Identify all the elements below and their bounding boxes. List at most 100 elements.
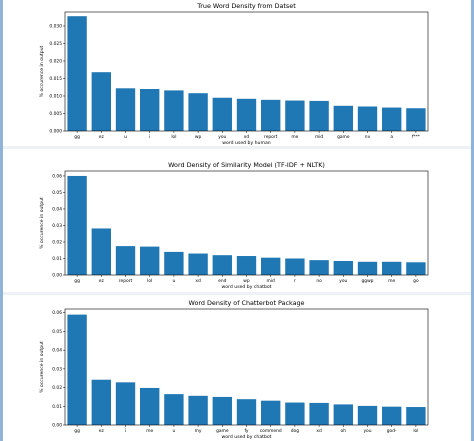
bar-mid: [309, 100, 329, 131]
x-tick-label: lol: [413, 428, 418, 434]
y-tick-label: 0.01: [52, 404, 62, 410]
y-tick-label: 0.05: [52, 190, 62, 196]
axes-frame: [64, 308, 429, 426]
bar-report: [115, 246, 136, 275]
y-tick-label: 0.00: [52, 423, 62, 429]
bar-you: [212, 97, 232, 131]
x-tick-label: wp: [195, 135, 202, 140]
chart-title: Word Density of Chatterbot Package: [189, 299, 305, 307]
x-tick-label: go: [413, 279, 419, 284]
window-frame-right: [471, 0, 474, 441]
bar-gg: [67, 175, 87, 275]
bar-me: [140, 387, 160, 425]
x-tick-label: god-: [387, 428, 397, 434]
panel-separator: [3, 146, 471, 149]
y-tick-label: 0.03: [52, 366, 62, 372]
x-tick-label: me: [291, 135, 298, 140]
axes-frame: [64, 170, 429, 276]
x-tick-label: gg: [74, 429, 80, 434]
bar-lol: [140, 246, 160, 275]
bar-wp: [188, 93, 208, 131]
x-tick-label: ez: [99, 279, 105, 284]
x-tick-label: me: [146, 429, 153, 434]
x-tick-label: dog: [291, 428, 299, 434]
x-tick-label: gg: [74, 279, 80, 284]
y-tick-label: 0.005: [49, 111, 62, 117]
bar-r: [285, 258, 305, 275]
bar-xd: [236, 98, 257, 131]
y-tick-label: 0.06: [52, 173, 62, 179]
y-tick-label: 0.030: [49, 24, 62, 30]
x-tick-label: game: [216, 429, 229, 434]
bar-mid: [261, 257, 281, 275]
x-tick-label: ggwp: [362, 279, 374, 284]
y-tick-label: 0.02: [52, 385, 62, 391]
bar-i: [115, 382, 136, 425]
x-tick-label: report: [264, 134, 278, 140]
x-tick-label: no: [316, 279, 322, 284]
chart-panel-similarity-model: Word Density of Similarity Model (TF-IDF…: [3, 149, 471, 292]
window-frame-left: [0, 0, 3, 441]
bar-report: [261, 99, 281, 131]
chart-panel-true-word-density: True Word Density from Datset gg ez u i lol wp…: [3, 0, 471, 146]
y-tick-label: 0.06: [52, 310, 62, 316]
x-tick-label: end: [218, 278, 226, 284]
x-tick-label: r: [294, 278, 296, 284]
x-tick-label: commend: [260, 428, 282, 434]
bar-a: [382, 107, 402, 131]
x-tick-label: i: [125, 428, 126, 434]
x-tick-label: you: [363, 429, 371, 434]
x-tick-label: xd: [316, 428, 322, 434]
x-tick-label: report: [119, 278, 133, 284]
y-tick-label: 0.025: [49, 41, 62, 47]
y-tick-label: 0.02: [52, 239, 62, 245]
bar-commend: [261, 400, 281, 425]
x-tick-label: lol: [171, 134, 176, 140]
bar-xd: [309, 402, 329, 425]
bar-chart: Word Density of Chatterbot Package gg ez i m…: [39, 299, 429, 440]
x-axis-label: word used by chatbot: [222, 284, 272, 290]
x-tick-label: a: [390, 135, 393, 140]
bar-lol: [164, 90, 184, 131]
bar-lol: [406, 407, 426, 425]
x-tick-label: ez: [99, 135, 105, 140]
bar-ggwp: [357, 261, 378, 275]
bar-my: [188, 395, 208, 425]
bar-u: [164, 394, 184, 425]
bar-godx: [382, 406, 402, 425]
bar-you: [357, 405, 378, 425]
bar-end: [212, 255, 232, 275]
chart-panel-chatterbot: Word Density of Chatterbot Package gg ez i m…: [3, 295, 471, 441]
x-tick-label: oh: [341, 428, 347, 434]
y-axis-label: % occurence in output: [39, 197, 45, 249]
x-tick-label: fy: [244, 428, 248, 434]
bar-chart: True Word Density from Datset gg ez u i lol wp…: [39, 2, 429, 146]
y-tick-label: 0.04: [52, 206, 62, 212]
x-tick-label: u: [173, 279, 176, 284]
bar-oh: [333, 404, 353, 425]
axes-frame: [64, 11, 429, 132]
bar-u: [164, 251, 184, 275]
bar-nv: [357, 106, 378, 131]
bar-fy: [236, 399, 257, 425]
bar-me: [382, 261, 402, 275]
bar-game: [212, 396, 232, 425]
x-tick-label: nv: [365, 135, 371, 140]
bar-ez: [91, 228, 111, 275]
y-tick-label: 0.020: [49, 59, 62, 65]
bar-wp: [236, 256, 257, 275]
bar-you: [333, 260, 353, 275]
bar-ez: [91, 379, 111, 425]
bar-u: [115, 88, 136, 131]
bar-chart: Word Density of Similarity Model (TF-IDF…: [39, 161, 429, 290]
y-tick-label: 0.05: [52, 329, 62, 335]
y-tick-label: 0.010: [49, 94, 62, 100]
x-tick-label: f***: [412, 134, 421, 140]
x-tick-label: xd: [195, 278, 201, 284]
x-axis-label: word used by chatbot: [222, 434, 272, 440]
x-tick-label: mid: [315, 134, 323, 140]
x-axis-label: word used by human: [222, 140, 270, 146]
bar-fxxx: [406, 108, 426, 131]
bar-gg: [67, 16, 87, 132]
x-tick-label: ez: [99, 429, 105, 434]
